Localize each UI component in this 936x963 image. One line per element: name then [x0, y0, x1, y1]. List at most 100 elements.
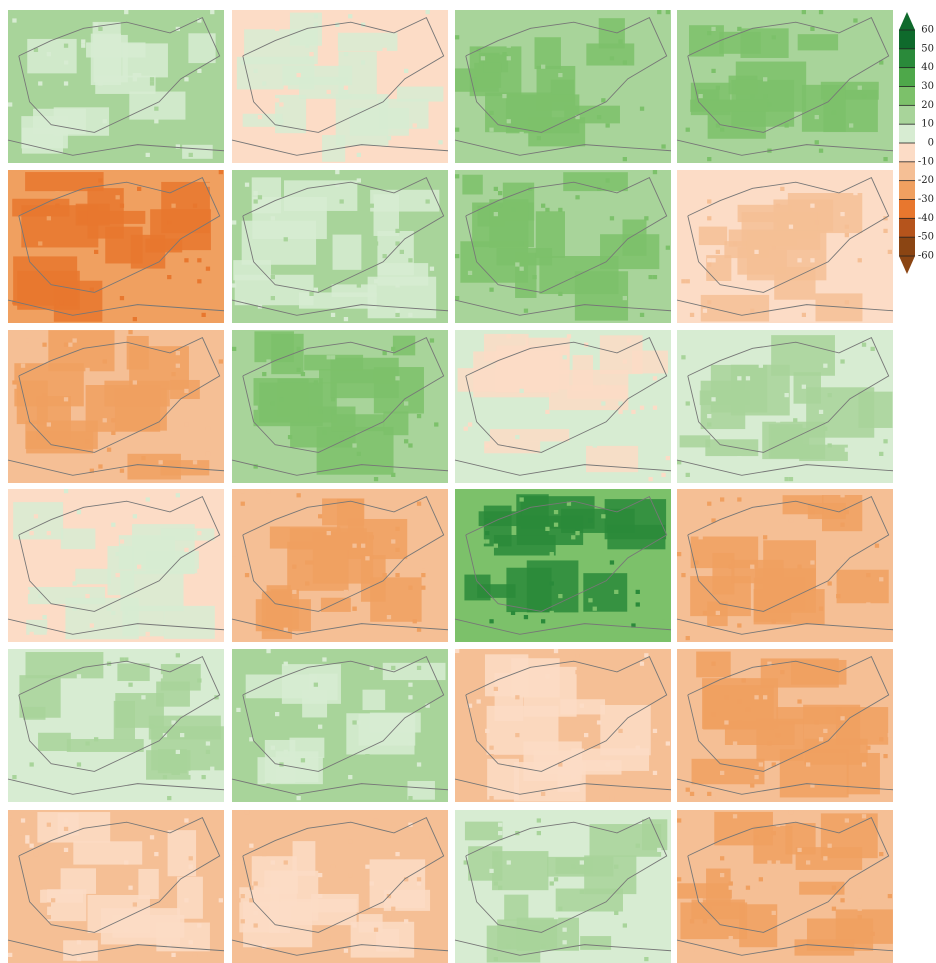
field-patch — [836, 569, 889, 604]
field-pixel — [810, 258, 815, 263]
field-pixel — [455, 296, 460, 301]
field-pixel — [545, 409, 550, 414]
field-pixel — [210, 254, 215, 259]
field-pixel — [485, 539, 490, 544]
field-pixel — [192, 952, 198, 957]
country-border — [454, 299, 672, 316]
field-patch — [799, 444, 848, 462]
field-pixel — [184, 77, 189, 82]
field-pixel — [421, 573, 426, 578]
field-pixel — [677, 552, 682, 557]
map-panel — [454, 810, 672, 963]
field-pixel — [197, 68, 202, 73]
field-pixel — [296, 796, 301, 801]
field-patch — [177, 876, 203, 919]
field-pixel — [184, 818, 189, 823]
field-pixel — [128, 682, 133, 687]
field-patch — [150, 209, 211, 251]
field-pixel — [197, 678, 202, 683]
field-pixel — [711, 68, 716, 73]
field-pixel — [767, 568, 772, 573]
field-pixel — [313, 372, 318, 377]
field-patch — [580, 936, 612, 950]
field-pixel — [631, 623, 636, 628]
field-pixel — [330, 864, 336, 869]
field-pixel — [775, 505, 781, 510]
field-pixel — [391, 539, 396, 544]
field-pixel — [111, 610, 116, 615]
field-pixel — [763, 77, 768, 82]
field-pixel — [434, 422, 439, 427]
field-patch — [392, 335, 416, 356]
field-pixel — [12, 775, 17, 780]
field-pixel — [339, 501, 344, 506]
field-pixel — [459, 203, 464, 208]
field-pixel — [232, 860, 237, 865]
field-pixel — [707, 414, 712, 419]
field-pixel — [365, 754, 370, 759]
field-pixel — [197, 279, 202, 284]
field-pixel — [879, 852, 884, 857]
map-panel — [676, 489, 894, 642]
field-pixel — [887, 191, 892, 196]
field-patch — [269, 526, 341, 549]
field-pixel — [12, 31, 17, 36]
field-pixel — [861, 94, 867, 99]
field-pixel — [485, 518, 490, 523]
field-pixel — [711, 712, 716, 717]
field-pixel — [89, 287, 94, 292]
field-pixel — [698, 898, 703, 903]
field-pixel — [275, 712, 280, 717]
field-pixel — [635, 745, 640, 750]
field-patch — [584, 855, 637, 895]
field-patch — [489, 429, 570, 442]
field-pixel — [386, 615, 392, 620]
field-pixel — [648, 275, 653, 280]
field-pixel — [677, 877, 682, 882]
field-pixel — [814, 220, 819, 225]
country-border — [687, 496, 890, 612]
country-border — [676, 778, 894, 795]
field-pixel — [844, 510, 849, 515]
field-pixel — [205, 741, 211, 746]
field-pixel — [831, 906, 837, 911]
field-pixel — [840, 898, 845, 903]
field-pixel — [188, 770, 193, 775]
field-pixel — [63, 81, 69, 86]
field-pixel — [519, 266, 524, 271]
field-pixel — [404, 401, 409, 406]
field-pixel — [840, 212, 845, 217]
field-pixel — [8, 376, 13, 381]
field-pixel — [218, 359, 223, 364]
field-pixel — [532, 275, 537, 280]
field-pixel — [840, 493, 845, 498]
field-pixel — [361, 543, 366, 548]
field-pixel — [707, 791, 712, 796]
field-patch — [362, 689, 386, 711]
country-border — [242, 817, 445, 933]
field-pixel — [810, 510, 815, 515]
field-pixel — [369, 535, 374, 540]
field-pixel — [279, 102, 284, 107]
field-pixel — [275, 758, 280, 763]
field-patch — [330, 357, 399, 399]
field-pixel — [506, 860, 511, 865]
field-pixel — [442, 372, 447, 377]
field-pixel — [788, 224, 794, 229]
field-pixel — [29, 791, 34, 796]
field-pixel — [404, 220, 409, 225]
field-patch — [795, 847, 863, 870]
field-pixel — [763, 573, 768, 578]
field-pixel — [754, 695, 759, 700]
field-pixel — [510, 207, 516, 212]
field-patch — [771, 335, 835, 376]
field-pixel — [339, 435, 344, 440]
field-pixel — [391, 665, 396, 670]
country-border — [18, 17, 221, 133]
colorbar-label: 50 — [921, 43, 934, 54]
field-pixel — [197, 258, 202, 263]
colorbar-bin — [899, 105, 915, 125]
field-pixel — [257, 115, 263, 120]
field-pixel — [480, 10, 486, 15]
field-pixel — [33, 47, 39, 52]
